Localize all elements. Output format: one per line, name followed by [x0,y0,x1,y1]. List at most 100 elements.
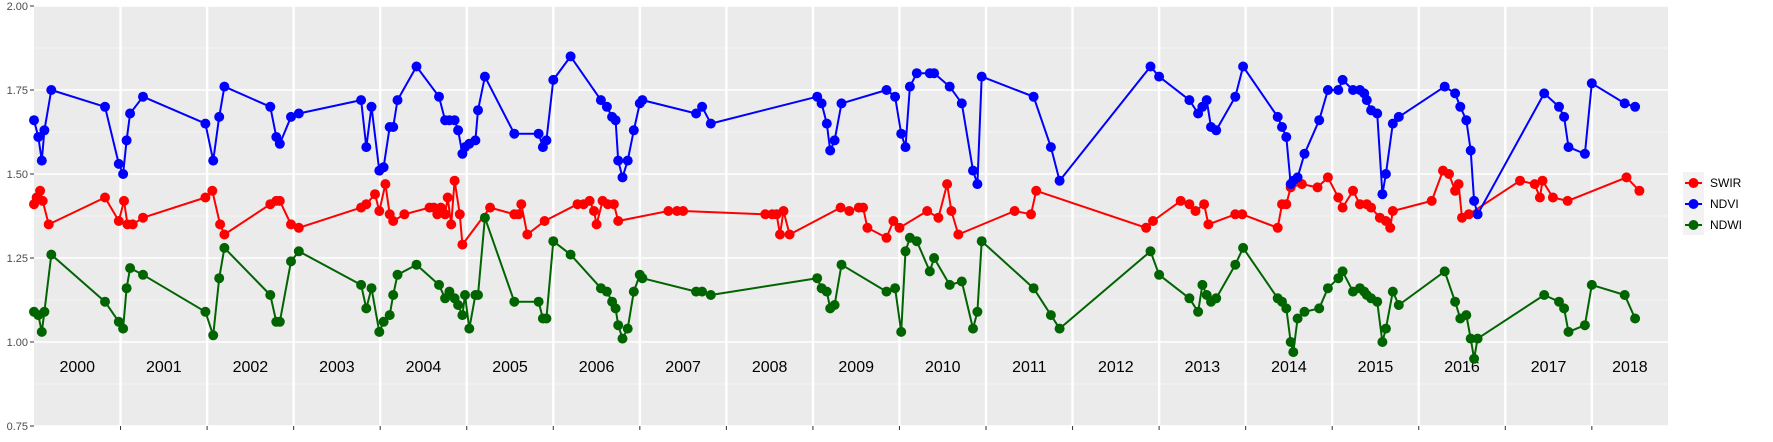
data-point-ndwi [434,279,444,290]
data-point-swir [449,175,460,186]
data-point-swir [881,232,892,243]
data-point-ndwi [1469,353,1480,364]
data-point-ndvi [378,162,389,173]
data-point-ndvi [1054,175,1065,186]
data-point-ndwi [929,253,940,263]
data-point-ndvi [293,108,304,119]
data-point-ndvi [356,95,367,106]
data-point-ndwi [622,323,633,334]
data-point-ndvi [1361,95,1372,106]
data-point-ndvi [33,132,44,142]
data-point-ndvi [1348,85,1358,95]
data-point-ndwi [976,236,987,247]
data-point-ndwi [812,273,823,284]
data-point-swir [215,219,226,230]
data-point-ndwi [286,256,296,267]
data-point-ndvi [829,135,840,146]
data-point-ndwi [464,323,475,334]
data-point-swir [516,199,527,210]
data-point-ndwi [1377,337,1388,347]
year-label: 2011 [1012,359,1047,376]
data-point-ndvi [1277,122,1287,132]
data-point-ndvi [36,155,47,166]
data-point-ndwi [479,212,490,223]
data-point-swir [942,179,953,190]
data-point-ndvi [825,145,836,156]
data-point-swir [442,192,453,203]
data-point-ndwi [473,290,483,300]
y-tick-label: 1.25 [7,253,28,265]
year-label: 2018 [1612,359,1648,376]
year-label: 2015 [1358,359,1394,376]
data-point-ndwi [1439,266,1450,277]
data-point-ndwi [956,276,967,287]
data-point-ndvi [1281,132,1292,142]
data-point-ndwi [1045,310,1056,321]
data-point-ndwi [219,242,230,253]
data-point-ndvi [449,115,460,126]
data-point-ndwi [601,286,612,297]
data-point-ndvi [565,51,576,62]
data-point-swir [522,229,533,240]
data-point-ndwi [200,306,211,317]
data-point-ndwi [1299,306,1310,317]
data-point-ndvi [274,138,285,149]
data-point-swir [1515,175,1525,186]
data-point-ndvi [388,122,399,132]
data-point-swir [1453,179,1464,190]
data-point-ndvi [1028,91,1039,102]
data-point-swir [858,202,869,213]
data-point-ndwi [968,323,978,334]
legend-marker [1688,199,1699,209]
data-point-ndvi [628,125,639,136]
data-point-ndvi [1372,108,1383,119]
data-point-ndvi [637,95,648,106]
year-label: 2005 [492,359,528,376]
data-point-ndvi [816,98,827,109]
year-label: 2000 [59,359,95,376]
data-point-ndwi [637,273,648,284]
data-point-ndwi [509,296,520,307]
data-point-swir [1534,192,1545,203]
data-point-ndvi [881,85,892,95]
year-labels: 2000 2001 2002 2003 2004 2005 2006 2007 2008 2009… [59,359,1647,376]
data-point-swir [1190,206,1201,216]
data-point-ndvi [956,98,967,109]
data-point-ndvi [392,95,403,106]
data-point-swir [113,216,124,226]
data-point-ndwi [924,266,935,277]
data-point-swir [380,179,391,190]
data-point-ndvi [968,165,978,176]
data-point-ndvi [705,118,716,129]
data-point-ndwi [1450,296,1461,307]
data-point-swir [589,206,599,216]
data-point-swir [454,209,465,220]
data-point-ndwi [1197,279,1208,290]
data-point-swir [1547,192,1558,203]
data-point-ndwi [1559,303,1570,314]
data-point-swir [286,219,296,230]
data-point-ndwi [214,273,225,284]
legend-label-ndwi: NDWI [1710,218,1742,232]
data-point-swir [43,219,54,230]
data-point-ndwi [972,306,983,317]
data-point-ndwi [1154,269,1165,280]
data-point-ndvi [361,142,372,153]
data-point-ndwi [628,286,639,297]
data-point-ndvi [929,68,940,79]
year-label: 2009 [838,359,874,376]
data-point-ndvi [453,125,464,136]
data-point-ndwi [411,259,422,270]
data-point-ndwi [1184,293,1195,304]
data-point-swir [760,209,771,220]
year-label: 2014 [1271,359,1307,376]
data-point-ndvi [1455,101,1466,112]
data-point-ndwi [1281,303,1292,314]
y-tick-label: 1.75 [7,85,28,97]
data-point-ndwi [1028,283,1039,294]
data-point-swir [678,206,689,216]
data-point-ndvi [1272,111,1283,122]
data-point-ndvi [1211,125,1222,136]
data-point-swir [1529,179,1540,190]
data-point-ndvi [548,74,559,85]
